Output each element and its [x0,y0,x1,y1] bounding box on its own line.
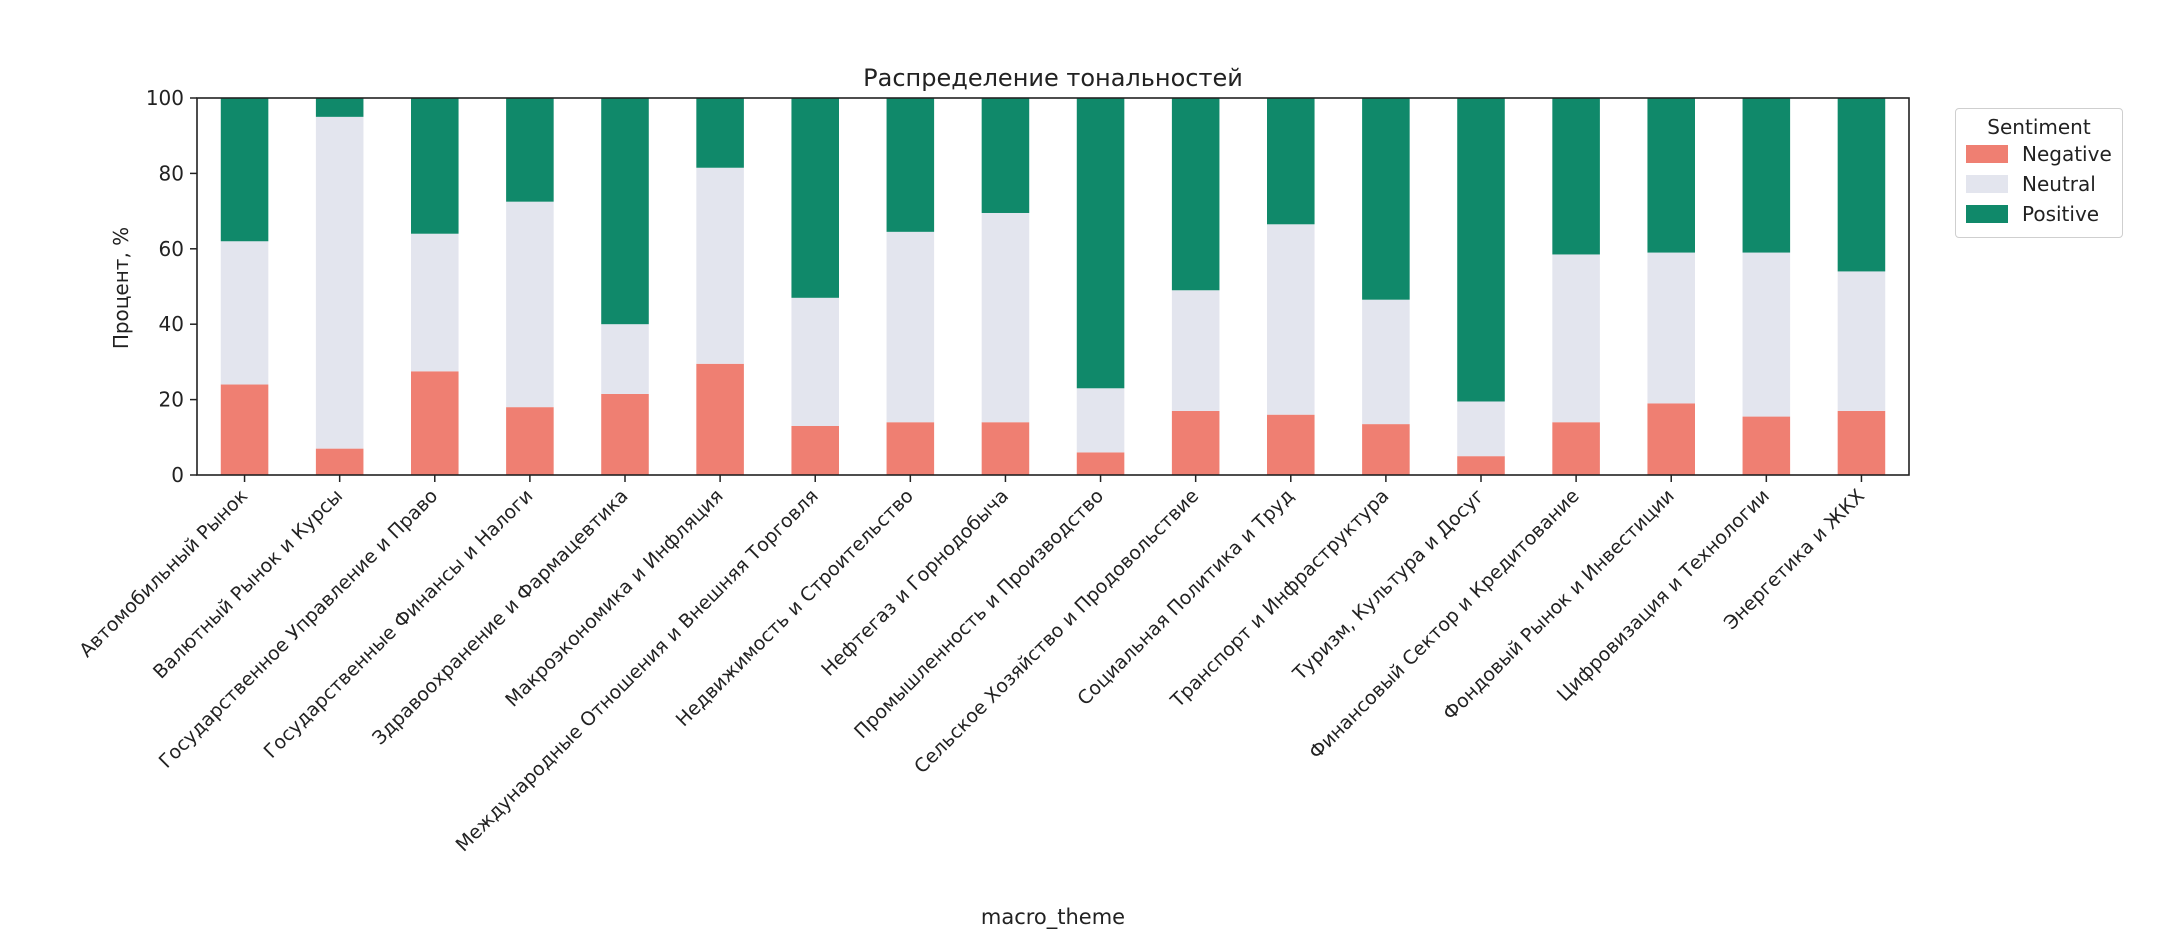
bar-neutral-2 [411,233,459,372]
legend: Sentiment Negative Neutral Positive [1955,108,2123,238]
legend-swatch-negative [1966,145,2008,163]
bar-positive-12 [1362,98,1410,300]
bar-positive-16 [1742,98,1791,253]
bar-negative-0 [220,384,269,475]
bar-negative-3 [506,407,554,475]
bars-group [220,98,1886,475]
bar-neutral-17 [1837,271,1886,411]
bar-neutral-10 [1171,290,1220,411]
legend-label-negative: Negative [2022,142,2112,166]
y-axis-label: Процент, % [109,227,133,349]
bar-positive-8 [981,98,1030,213]
bar-negative-17 [1837,410,1886,475]
bar-neutral-0 [220,241,269,385]
y-tick-label: 0 [171,463,184,487]
bar-positive-13 [1457,98,1505,402]
bar-negative-10 [1171,410,1220,475]
bar-neutral-12 [1362,299,1410,425]
legend-title: Sentiment [1987,115,2091,139]
bar-negative-1 [315,448,364,475]
x-tick-label: Автомобильный Рынок [75,485,252,662]
y-ticks-group: 0 20 40 60 80 100 [146,86,197,487]
bar-positive-9 [1076,98,1125,389]
chart-title: Распределение тональностей [863,64,1243,92]
bar-positive-7 [886,98,935,232]
bar-negative-9 [1076,452,1125,475]
bar-negative-14 [1552,422,1600,475]
bar-positive-10 [1171,98,1220,291]
bar-neutral-5 [696,167,744,364]
bar-negative-13 [1457,456,1505,475]
bar-positive-5 [696,98,744,168]
legend-swatch-positive [1966,205,2008,223]
bar-positive-6 [791,98,839,298]
bar-neutral-13 [1457,401,1505,457]
y-tick-label: 40 [159,312,184,336]
plot-frame [196,97,1910,476]
bar-neutral-15 [1647,252,1695,404]
bar-neutral-1 [315,116,364,449]
bar-positive-4 [601,98,649,325]
x-tick-label: Туризм, Культура и Досуг [1288,485,1488,685]
bar-positive-0 [220,98,269,242]
bar-positive-3 [506,98,554,202]
bar-neutral-3 [506,201,554,408]
bar-neutral-8 [981,212,1030,423]
bar-negative-11 [1267,414,1315,475]
bar-negative-12 [1362,424,1410,475]
bar-positive-14 [1552,98,1600,255]
y-tick-label: 100 [146,86,184,110]
bar-neutral-4 [601,324,649,394]
y-tick-label: 60 [159,237,184,261]
bar-positive-15 [1647,98,1695,253]
bar-neutral-6 [791,297,839,426]
bar-positive-11 [1267,98,1315,225]
bar-neutral-11 [1267,224,1315,415]
y-tick-label: 80 [159,161,184,185]
bar-negative-5 [696,363,744,475]
legend-item-neutral: Neutral [1966,169,2122,199]
bar-positive-2 [411,98,459,234]
bar-negative-2 [411,371,459,475]
bar-negative-16 [1742,416,1791,475]
bar-positive-1 [315,98,364,117]
bar-negative-15 [1647,403,1695,475]
bar-positive-17 [1837,98,1886,272]
x-tick-label: Валютный Рынок и Курсы [149,485,347,683]
y-tick-label: 20 [159,388,184,412]
x-tick-label: Международные Отношения и Внешняя Торгов… [452,485,823,856]
bar-negative-7 [886,422,935,475]
bar-neutral-9 [1076,388,1125,453]
x-tick-label: Цифровизация и Технологии [1553,485,1774,706]
bar-negative-8 [981,422,1030,475]
x-axis-label: macro_theme [981,905,1125,930]
bar-neutral-16 [1742,252,1791,417]
x-tick-label: Нефтегаз и Горнодобыча [817,485,1013,681]
legend-item-negative: Negative [1966,139,2122,169]
bar-neutral-7 [886,231,935,423]
bar-negative-4 [601,393,649,475]
legend-label-neutral: Neutral [2022,172,2096,196]
legend-swatch-neutral [1966,175,2008,193]
bar-neutral-14 [1552,254,1600,423]
bar-negative-6 [791,425,839,475]
legend-label-positive: Positive [2022,202,2100,226]
legend-item-positive: Positive [1966,199,2122,229]
